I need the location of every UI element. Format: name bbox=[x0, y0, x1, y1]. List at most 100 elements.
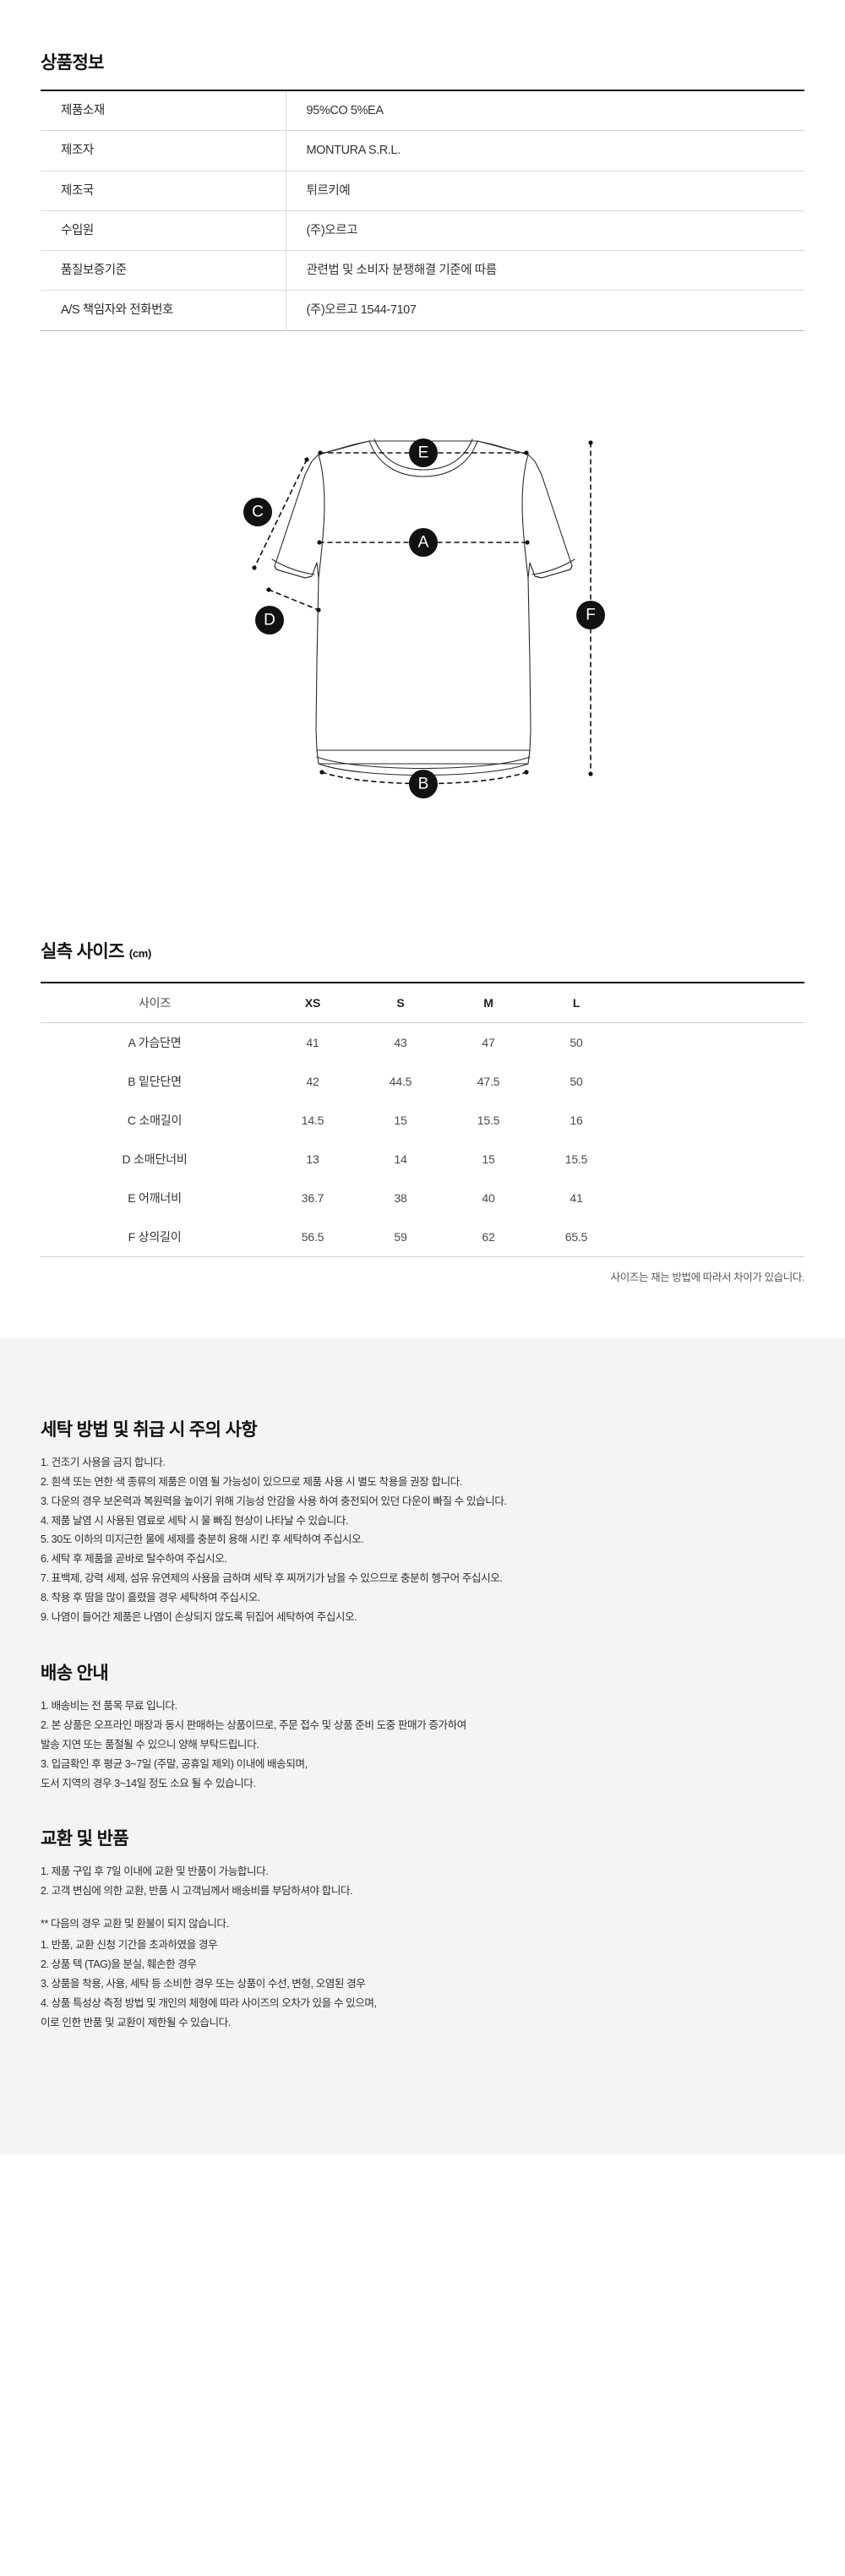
column-header-l: L bbox=[532, 981, 620, 1023]
size-chart-note: 사이즈는 재는 방법에 따라서 차이가 있습니다. bbox=[610, 1271, 805, 1283]
info-value: 관련법 및 소비자 분쟁해결 기준에 따름 bbox=[306, 264, 498, 278]
measure-value: 16 bbox=[570, 1113, 583, 1127]
shipping-section: 배송 안내 1. 배송비는 전 품목 무료 입니다. 2. 본 상품은 오프라인… bbox=[41, 1659, 804, 1826]
measure-value: 14.5 bbox=[301, 1113, 324, 1127]
measure-value: 14 bbox=[394, 1152, 407, 1166]
washing-section: 세탁 방법 및 취급 시 주의 사항 1. 건조기 사용을 금지 합니다. 2.… bbox=[41, 1416, 804, 1659]
returns-list: 1. 제품 구입 후 7일 이내에 교환 및 반품이 가능합니다. 2. 고객 … bbox=[41, 1862, 804, 1901]
product-detail-page: 상품정보 제품소재 95%CO 5%EA 제조자 MONTURA S.R.L. … bbox=[0, 0, 845, 2154]
list-item: 1. 배송비는 전 품목 무료 입니다. bbox=[41, 1699, 177, 1712]
table-row: B 밑단단면 42 44.5 47.5 50 bbox=[41, 1062, 804, 1101]
svg-text:D: D bbox=[264, 611, 275, 629]
list-item: 2. 본 상품은 오프라인 매장과 동시 판매하는 상품이므로, 주문 접수 및… bbox=[41, 1718, 466, 1751]
measure-value: 59 bbox=[357, 1217, 444, 1257]
list-item: 1. 반품, 교환 신청 기간을 초과하였을 경우 bbox=[41, 1939, 218, 1952]
list-item: 3. 다운의 경우 보온력과 복원력을 높이기 위해 기능성 안감을 사용 하여… bbox=[41, 1495, 507, 1507]
returns-exception-list: 1. 반품, 교환 신청 기간을 초과하였을 경우 2. 상품 텍 (TAG)을… bbox=[41, 1936, 804, 2033]
spacer-cell bbox=[620, 1179, 804, 1217]
measure-label: C 소매길이 bbox=[127, 1113, 183, 1127]
spacer-cell bbox=[620, 1217, 804, 1257]
grey-band-top bbox=[0, 1337, 845, 1416]
measurement-diagram-section: A B C D E bbox=[0, 331, 845, 889]
measure-label: B 밑단단면 bbox=[128, 1074, 182, 1088]
spacer-cell bbox=[620, 1022, 804, 1062]
table-row: 제조국 튀르키예 bbox=[41, 171, 804, 211]
list-item: 7. 표백제, 강력 세제, 섬유 유연제의 사용을 금하며 세탁 후 찌꺼기가… bbox=[41, 1572, 503, 1585]
marker-badge-d: D bbox=[255, 605, 284, 634]
list-item: 5. 30도 이하의 미지근한 물에 세제를 충분히 용해 시킨 후 세탁하여 … bbox=[41, 1533, 364, 1546]
measure-value: 15 bbox=[394, 1113, 407, 1127]
column-header-size: 사이즈 bbox=[41, 981, 269, 1023]
spacer-cell bbox=[620, 1062, 804, 1101]
table-row: 제조자 MONTURA S.R.L. bbox=[41, 130, 804, 172]
spacer-cell bbox=[620, 1101, 804, 1140]
returns-exception-note: ** 다음의 경우 교환 및 환불이 되지 않습니다. bbox=[41, 1918, 229, 1931]
info-label: 제조자 bbox=[41, 130, 286, 172]
returns-section: 교환 및 반품 1. 제품 구입 후 7일 이내에 교환 및 반품이 가능합니다… bbox=[41, 1825, 804, 2064]
size-chart-unit: (cm) bbox=[128, 946, 152, 960]
list-item: 1. 제품 구입 후 7일 이내에 교환 및 반품이 가능합니다. bbox=[41, 1865, 269, 1878]
list-item: 1. 건조기 사용을 금지 합니다. bbox=[41, 1456, 166, 1468]
marker-badge-e: E bbox=[409, 438, 438, 467]
list-item: 4. 제품 날염 시 사용된 염료로 세탁 시 물 빠짐 현상이 나타날 수 있… bbox=[41, 1514, 349, 1527]
column-header-xs: XS bbox=[269, 981, 357, 1023]
returns-title: 교환 및 반품 bbox=[41, 1829, 129, 1849]
marker-badge-b: B bbox=[409, 769, 438, 798]
measure-label: A 가슴단면 bbox=[128, 1035, 182, 1049]
measure-value: 15 bbox=[482, 1152, 495, 1166]
table-row: F 상의길이 56.5 59 62 65.5 bbox=[41, 1217, 804, 1257]
marker-badge-a: A bbox=[409, 527, 438, 557]
product-info-table: 제품소재 95%CO 5%EA 제조자 MONTURA S.R.L. 제조국 튀… bbox=[41, 90, 804, 331]
table-row: C 소매길이 14.5 15 15.5 16 bbox=[41, 1101, 804, 1140]
list-item: 3. 입금확인 후 평균 3~7일 (주말, 공휴일 제외) 이내에 배송되며,… bbox=[41, 1757, 308, 1789]
list-item: 4. 상품 특성상 측정 방법 및 개인의 체형에 따라 사이즈의 오차가 있을… bbox=[41, 1996, 377, 2029]
measure-value: 41 bbox=[570, 1190, 583, 1205]
spacer bbox=[41, 1901, 804, 1914]
size-chart-table: 사이즈 XS S M L A 가슴단면 41 43 47 50 bbox=[41, 981, 804, 1257]
policy-area: 세탁 방법 및 취급 시 주의 사항 1. 건조기 사용을 금지 합니다. 2.… bbox=[0, 1415, 845, 2073]
measure-value: 50 bbox=[570, 1035, 583, 1049]
svg-text:C: C bbox=[252, 503, 264, 520]
table-row: A 가슴단면 41 43 47 50 bbox=[41, 1022, 804, 1062]
list-item: 2. 고객 변심에 의한 교환, 반품 시 고객님께서 배송비를 부담하셔야 합… bbox=[41, 1885, 353, 1898]
measure-value: 41 bbox=[306, 1035, 319, 1049]
measure-value: 36.7 bbox=[301, 1190, 324, 1205]
product-info-section: 상품정보 제품소재 95%CO 5%EA 제조자 MONTURA S.R.L. … bbox=[0, 0, 845, 331]
measure-value: 65.5 bbox=[532, 1217, 620, 1257]
measure-value: 44.5 bbox=[389, 1074, 412, 1088]
table-row: 수입원 (주)오르고 bbox=[41, 210, 804, 251]
measure-value: 62 bbox=[444, 1217, 532, 1257]
info-value: (주)오르고 bbox=[306, 223, 358, 237]
shipping-list: 1. 배송비는 전 품목 무료 입니다. 2. 본 상품은 오프라인 매장과 동… bbox=[41, 1696, 804, 1794]
measure-value: 50 bbox=[570, 1074, 583, 1088]
svg-text:B: B bbox=[418, 775, 429, 792]
marker-badge-f: F bbox=[576, 600, 605, 629]
list-item: 6. 세탁 후 제품을 곧바로 탈수하여 주십시오. bbox=[41, 1553, 227, 1566]
info-value: MONTURA S.R.L. bbox=[306, 144, 401, 158]
product-info-title: 상품정보 bbox=[41, 53, 104, 73]
grey-band-bottom bbox=[0, 2072, 845, 2154]
measure-value: 13 bbox=[306, 1152, 319, 1166]
info-value: (주)오르고 1544-7107 bbox=[306, 303, 417, 318]
measure-value: 47 bbox=[482, 1035, 495, 1049]
info-label: 수입원 bbox=[41, 210, 286, 251]
measure-value: 43 bbox=[394, 1035, 407, 1049]
list-item: 3. 상품을 착용, 사용, 세탁 등 소비한 경우 또는 상품이 수선, 변형… bbox=[41, 1978, 366, 1990]
measure-value: 47.5 bbox=[477, 1074, 500, 1088]
info-label: 품질보증기준 bbox=[41, 250, 286, 291]
size-chart-title: 실측 사이즈 bbox=[41, 941, 124, 961]
table-row: A/S 책임자와 전화번호 (주)오르고 1544-7107 bbox=[41, 290, 804, 331]
column-header-m: M bbox=[444, 981, 532, 1023]
measure-label: E 어깨너비 bbox=[128, 1190, 182, 1205]
table-row: 제품소재 95%CO 5%EA bbox=[41, 90, 804, 131]
measure-label: D 소매단너비 bbox=[122, 1152, 188, 1166]
svg-text:F: F bbox=[586, 606, 596, 624]
svg-text:E: E bbox=[418, 444, 429, 461]
measure-value: 38 bbox=[394, 1190, 407, 1205]
measure-value: 15.5 bbox=[564, 1152, 588, 1166]
tshirt-diagram: A B C D E bbox=[224, 409, 621, 857]
marker-badge-c: C bbox=[243, 497, 272, 526]
info-label: 제조국 bbox=[41, 171, 286, 211]
column-header-s: S bbox=[357, 981, 444, 1023]
info-value: 튀르키예 bbox=[306, 183, 351, 198]
